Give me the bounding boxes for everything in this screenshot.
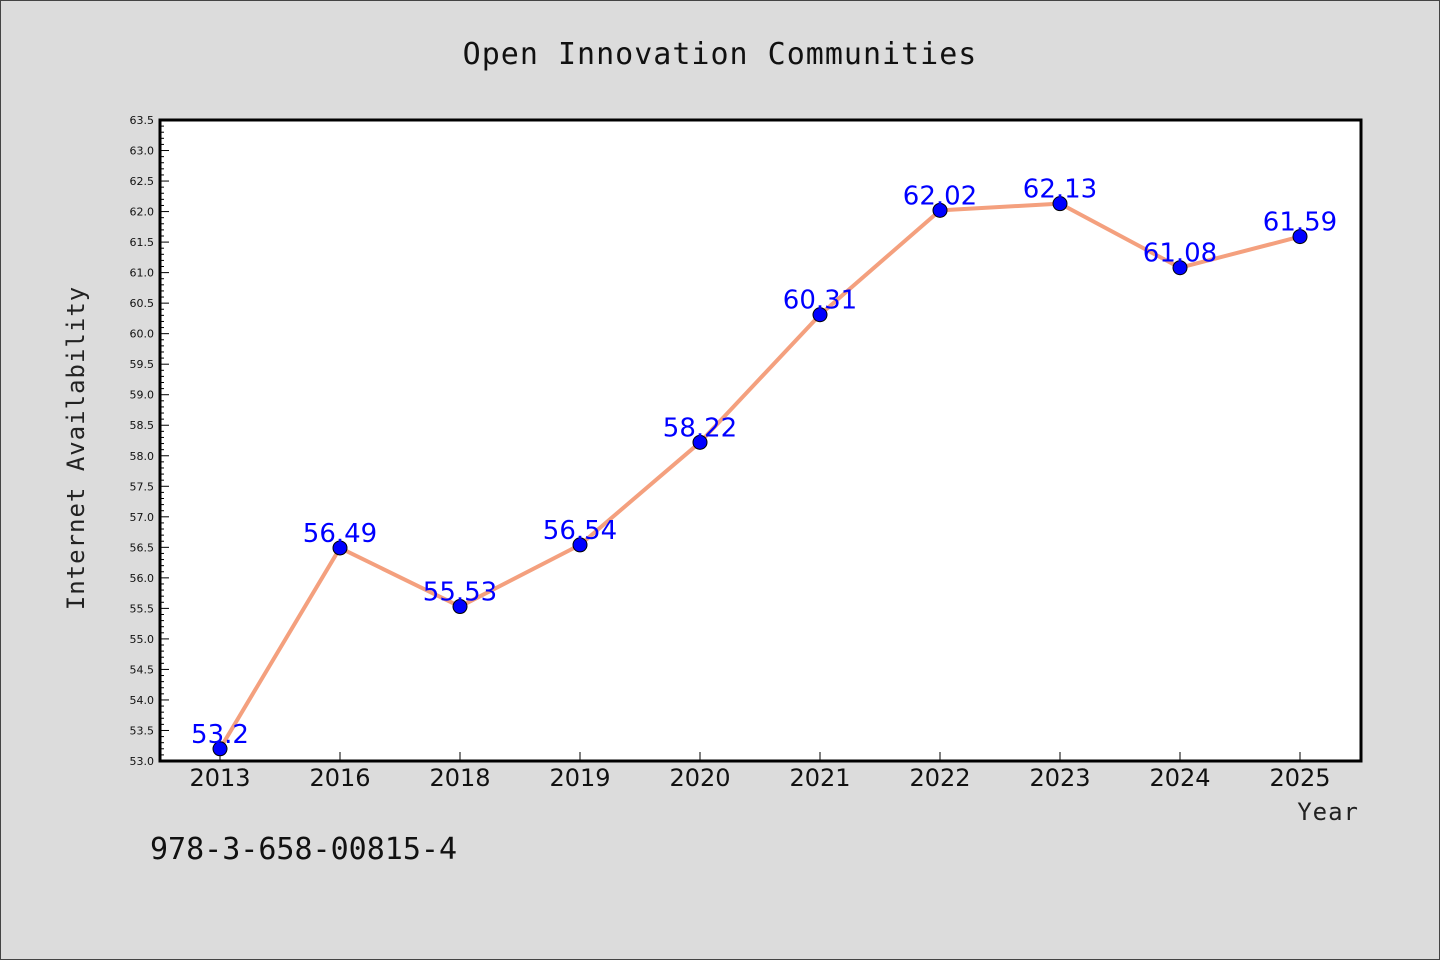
x-tick-label: 2024 xyxy=(1149,764,1210,792)
data-label: 61.59 xyxy=(1263,208,1337,238)
series-line xyxy=(218,201,1301,750)
data-label: 55.53 xyxy=(423,578,497,608)
y-tick-label: 56.0 xyxy=(130,572,155,585)
y-axis-title: Internet Availability xyxy=(62,286,90,610)
x-tick-label: 2020 xyxy=(669,764,730,792)
x-tick-label: 2025 xyxy=(1269,764,1330,792)
chart-title: Open Innovation Communities xyxy=(463,37,978,72)
y-tick-label: 62.0 xyxy=(130,206,155,219)
data-label: 56.49 xyxy=(303,519,377,549)
data-point[interactable] xyxy=(1052,196,1068,212)
data-label: 60.31 xyxy=(783,286,857,316)
x-tick-label: 2023 xyxy=(1029,764,1090,792)
data-point[interactable] xyxy=(1172,260,1188,276)
y-tick-label: 63.5 xyxy=(130,114,155,127)
y-tick-label: 57.5 xyxy=(130,480,155,493)
y-tick-label: 63.0 xyxy=(130,145,155,158)
data-label: 61.08 xyxy=(1143,239,1217,269)
data-label: 62.02 xyxy=(903,181,977,211)
data-label: 56.54 xyxy=(543,516,617,546)
y-tick-label: 55.0 xyxy=(130,633,155,646)
data-label: 58.22 xyxy=(663,413,737,443)
y-tick-label: 54.5 xyxy=(130,663,155,676)
y-tick-label: 57.0 xyxy=(130,511,155,524)
y-tick-label: 62.5 xyxy=(130,175,155,188)
x-tick-label: 2019 xyxy=(549,764,610,792)
x-axis-title: Year xyxy=(1297,798,1359,826)
data-point[interactable] xyxy=(452,599,468,615)
y-tick-label: 53.0 xyxy=(130,755,155,768)
data-point[interactable] xyxy=(692,434,708,450)
data-point[interactable] xyxy=(332,540,348,556)
y-tick-label: 59.5 xyxy=(130,358,155,371)
y-tick-label: 60.5 xyxy=(130,297,155,310)
data-point[interactable] xyxy=(572,537,588,553)
x-tick-label: 2018 xyxy=(429,764,490,792)
isbn-footer: 978-3-658-00815-4 xyxy=(150,832,458,867)
y-tick-label: 56.5 xyxy=(130,541,155,554)
data-point[interactable] xyxy=(212,741,228,757)
data-point[interactable] xyxy=(1292,229,1308,245)
data-point[interactable] xyxy=(932,202,948,218)
y-tick-label: 58.0 xyxy=(130,450,155,463)
x-tick-label: 2016 xyxy=(309,764,370,792)
x-axis: 2013 2016 2018 2019 2020 2021 2022 2023 2024 2025 xyxy=(189,752,1331,792)
data-label: 62.13 xyxy=(1023,175,1097,205)
x-tick-label: 2021 xyxy=(789,764,850,792)
y-tick-label: 60.0 xyxy=(130,328,155,341)
y-tick-label: 53.5 xyxy=(130,724,155,737)
y-tick-label: 61.5 xyxy=(130,236,155,249)
y-tick-label: 59.0 xyxy=(130,389,155,402)
y-axis: 53.0 53.5 54.0 54.5 55.0 55.5 56.0 56.5 57.0 57.5… xyxy=(130,114,169,768)
data-label: 53.2 xyxy=(191,720,249,750)
data-point[interactable] xyxy=(812,307,828,323)
y-tick-label: 54.0 xyxy=(130,694,155,707)
y-tick-label: 58.5 xyxy=(130,419,155,432)
y-tick-label: 61.0 xyxy=(130,267,155,280)
series-layer: 53.2 56.49 55.53 56.54 58.22 60.31 62.02 62.13 6… xyxy=(191,175,1337,757)
plot-area xyxy=(158,118,1363,763)
x-tick-label: 2013 xyxy=(189,764,250,792)
x-tick-label: 2022 xyxy=(909,764,970,792)
y-tick-label: 55.5 xyxy=(130,602,155,615)
